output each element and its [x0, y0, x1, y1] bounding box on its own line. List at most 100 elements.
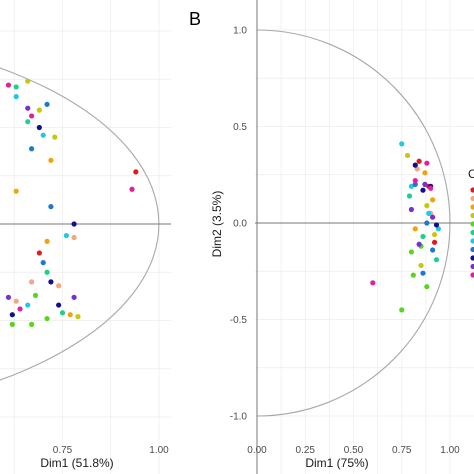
data-point	[129, 186, 135, 192]
data-point	[29, 279, 35, 285]
data-point	[44, 101, 50, 107]
data-point	[25, 119, 31, 125]
y-tick-label: 0.0	[233, 219, 247, 230]
legend-key	[470, 238, 474, 244]
y-tick-label: -1.0	[230, 412, 248, 423]
data-point	[431, 239, 438, 245]
x-tick-label: 0.00	[247, 445, 267, 456]
x-axis-label: Dim1 (75%)	[305, 456, 368, 470]
data-point	[25, 302, 31, 308]
x-tick-label: 0.75	[392, 445, 412, 456]
data-point	[9, 321, 15, 327]
legend-key	[470, 212, 474, 219]
data-point	[17, 306, 23, 312]
data-point	[9, 312, 15, 318]
data-point	[420, 270, 426, 276]
data-point	[408, 206, 414, 213]
data-point	[133, 169, 139, 175]
data-point	[25, 105, 31, 111]
data-point	[433, 257, 440, 263]
data-point	[29, 113, 35, 119]
data-point	[424, 284, 430, 290]
data-point	[404, 152, 411, 159]
x-tick-label: 1.00	[149, 445, 169, 456]
data-point	[420, 187, 426, 193]
y-tick-label: 1.0	[233, 26, 247, 37]
y-tick-label: -0.5	[230, 315, 248, 326]
data-point	[424, 220, 430, 226]
data-point	[44, 269, 50, 275]
data-point	[44, 315, 50, 322]
data-point	[416, 241, 422, 247]
data-point	[430, 247, 436, 253]
data-point	[5, 294, 12, 300]
data-point	[48, 157, 54, 163]
data-point	[63, 232, 69, 239]
data-point	[370, 280, 376, 286]
y-axis-label: Dim2 (3.5%)	[210, 191, 224, 258]
data-point	[414, 166, 420, 172]
data-point	[25, 78, 31, 84]
data-point	[29, 146, 35, 152]
panel-b-correlation-circle: 0.00 0.25 0.50 0.75 1.00 -1.0 -0.5 0.0 0.5 1.0 Dim…	[189, 0, 474, 474]
x-tick-label: 0.25	[296, 445, 316, 456]
data-point	[13, 298, 19, 304]
data-point	[67, 312, 73, 318]
legend-key	[470, 195, 474, 202]
data-point	[36, 250, 42, 256]
legend-key	[470, 187, 474, 193]
data-point	[56, 283, 62, 289]
data-point	[13, 94, 19, 100]
x-tick-label: 1.00	[440, 445, 460, 456]
data-point	[418, 262, 424, 269]
data-point	[36, 107, 42, 113]
data-point	[5, 82, 12, 88]
data-point	[29, 321, 35, 327]
data-point	[399, 307, 405, 313]
data-point	[48, 279, 54, 285]
data-point	[408, 183, 414, 189]
data-point	[56, 302, 62, 308]
data-point	[36, 124, 42, 131]
data-point	[422, 170, 428, 176]
data-point	[399, 141, 405, 147]
panel-letter: B	[189, 9, 201, 29]
data-point	[430, 197, 436, 203]
data-point	[406, 193, 413, 199]
y-tick-label: 0.5	[233, 122, 247, 133]
data-point	[13, 188, 19, 194]
data-point	[32, 292, 39, 299]
legend-key	[470, 263, 474, 270]
data-point	[59, 310, 66, 316]
data-point	[408, 249, 414, 255]
data-point	[416, 158, 422, 164]
data-point	[420, 233, 426, 240]
data-point	[433, 222, 440, 228]
legend-key	[470, 246, 474, 253]
data-point	[71, 234, 77, 241]
data-point	[412, 177, 418, 184]
data-point	[48, 204, 54, 210]
legend-key	[470, 255, 474, 261]
data-point	[435, 226, 442, 232]
data-point	[431, 231, 438, 238]
legend-title: C	[468, 167, 474, 181]
data-point	[424, 160, 430, 166]
data-point	[430, 214, 436, 220]
data-point	[40, 132, 46, 138]
data-point	[412, 226, 418, 232]
x-tick-label: 0.50	[344, 445, 364, 456]
data-point	[52, 134, 58, 140]
plot-area	[255, 0, 474, 474]
data-point	[40, 260, 46, 266]
data-point	[71, 294, 77, 300]
x-axis-label: Dim1 (51.8%)	[40, 456, 113, 470]
legend-key	[470, 272, 474, 278]
data-point	[412, 181, 418, 187]
data-point	[71, 221, 77, 227]
data-point	[424, 203, 430, 209]
data-point	[412, 162, 418, 168]
data-point	[75, 314, 81, 320]
